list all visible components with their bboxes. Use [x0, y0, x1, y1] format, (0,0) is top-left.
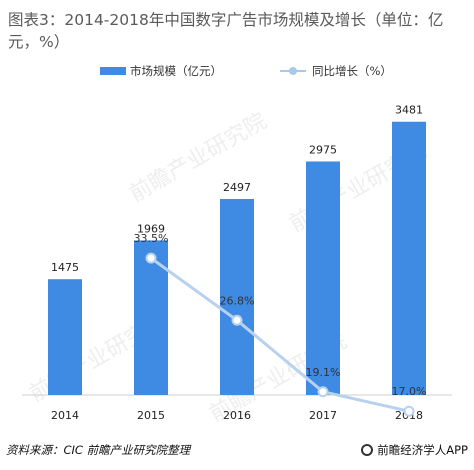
- growth-value-label: 26.8%: [220, 294, 255, 307]
- bar-value-label: 2975: [309, 143, 337, 156]
- brand-label: 前瞻经济学人APP: [377, 443, 468, 457]
- brand: 前瞻经济学人APP: [361, 442, 468, 458]
- bar: [306, 161, 340, 395]
- x-tick-label: 2014: [51, 409, 79, 422]
- growth-line: [150, 256, 410, 413]
- x-tick-label: 2016: [223, 409, 251, 422]
- legend-bar-swatch: [100, 67, 126, 75]
- growth-point: [145, 252, 157, 264]
- legend-bar-label: 市场规模（亿元）: [130, 64, 222, 78]
- legend-line-swatch: [280, 67, 306, 75]
- bar: [220, 198, 254, 395]
- bar: [392, 121, 426, 395]
- growth-point: [403, 405, 415, 417]
- bar-value-label: 3481: [395, 104, 423, 117]
- legend-line-label: 同比增长（%）: [312, 64, 392, 78]
- growth-value-label: 33.5%: [134, 232, 169, 245]
- brand-logo-icon: [361, 444, 374, 456]
- bar-value-label: 1475: [51, 261, 79, 274]
- growth-point: [231, 314, 243, 326]
- x-tick-label: 2017: [309, 409, 337, 422]
- source-note: 资料来源：CIC 前瞻产业研究院整理: [6, 443, 191, 457]
- growth-value-label: 17.0%: [392, 385, 427, 398]
- growth-point: [317, 386, 329, 398]
- legend-item-line: 同比增长（%）: [280, 63, 392, 79]
- bar-value-label: 1969: [137, 222, 165, 235]
- bar: [48, 279, 82, 395]
- footer: 资料来源：CIC 前瞻产业研究院整理 前瞻经济学人APP: [0, 438, 474, 462]
- legend-item-bar: 市场规模（亿元）: [100, 63, 222, 79]
- bar-value-label: 2497: [223, 181, 251, 194]
- x-tick-label: 2015: [137, 409, 165, 422]
- chart-legend: 市场规模（亿元） 同比增长（%）: [0, 63, 474, 79]
- growth-value-label: 19.1%: [306, 366, 341, 379]
- chart-title: 图表3：2014-2018年中国数字广告市场规模及增长（单位：亿元，%）: [8, 11, 444, 51]
